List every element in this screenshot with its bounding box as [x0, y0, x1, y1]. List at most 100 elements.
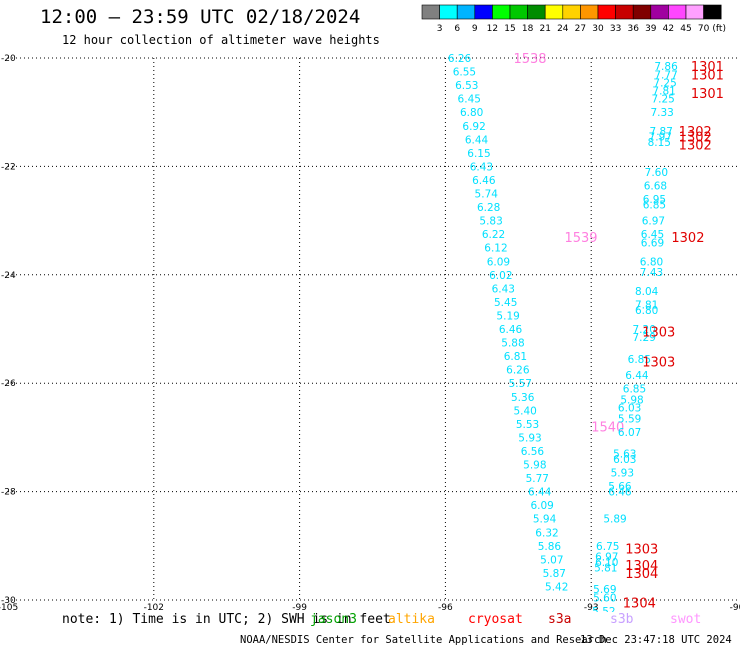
colorbar-tick-label: 12	[487, 24, 498, 34]
wave-height-point: 5.07	[540, 554, 563, 566]
colorbar-tick-label: 15	[504, 24, 515, 34]
wave-height-map: -105 -102 -99 -96 -93 -90 -20 -22 -24 -26 -28 -30 6.…	[0, 52, 740, 612]
wave-height-point: 5.53	[516, 419, 539, 431]
wave-height-point: 6.68	[644, 180, 667, 192]
wave-height-point: 5.63	[613, 449, 636, 461]
wave-height-point: 5.98	[620, 394, 643, 406]
colorbar-tick-label: 24	[557, 24, 569, 34]
wave-height-point: 7.33	[650, 107, 673, 119]
colorbar-tick-label: 3	[437, 24, 443, 34]
wave-height-point: 7.81	[635, 300, 658, 312]
pass-time-label: 1302	[679, 125, 712, 140]
wave-height-point: 7.20	[633, 324, 656, 336]
wave-height-point: 5.81	[594, 562, 617, 574]
colorbar-tick-label: 33	[610, 24, 621, 34]
pass-time-label: 1301	[691, 60, 724, 75]
pass-time-label: 1301	[691, 68, 724, 83]
pass-time-label: 1302	[679, 139, 712, 154]
wave-height-point: 7.86	[654, 61, 678, 73]
wave-height-point: 6.07	[618, 427, 641, 439]
wave-height-point: 5.93	[518, 432, 541, 444]
wave-height-point: 5.94	[533, 514, 557, 526]
wave-height-point: 8.04	[635, 286, 659, 298]
generation-timestamp: 13 Dec 23:47:18 UTC 2024	[580, 634, 732, 646]
wave-height-point: 5.42	[545, 581, 568, 593]
wave-height-point: 6.97	[642, 216, 665, 228]
x-tick-label: -93	[584, 603, 599, 612]
x-tick-label: -105	[0, 603, 18, 612]
wave-height-point: 5.69	[593, 584, 616, 596]
wave-height-point: 6.09	[487, 256, 510, 268]
colorbar-tick-label: 42	[663, 24, 674, 34]
wave-height-point: 6.92	[462, 121, 485, 133]
x-tick-label: -102	[144, 603, 164, 612]
y-tick-label: -24	[1, 271, 16, 281]
wave-height-point: 6.02	[489, 270, 512, 282]
wave-height-point: 6.12	[484, 243, 507, 255]
wave-height-point: 6.44	[465, 134, 489, 146]
pass-time-label: 1304	[625, 559, 658, 574]
wave-height-point: 6.46	[499, 324, 523, 336]
wave-height-point: 6.95	[643, 194, 666, 206]
wave-height-point: 5.86	[538, 541, 562, 553]
wave-height-point: 5.77	[526, 473, 549, 485]
colorbar-unit: (ft)	[712, 24, 726, 34]
wave-height-point: 6.85	[643, 199, 666, 211]
wave-height-point: 7.43	[640, 267, 663, 279]
color-scale-legend: 3 6 9 12 15 18 21 24 27 30 33 36 39 42 45 70 (ft)	[421, 4, 726, 34]
wave-height-point: 5.87	[543, 568, 566, 580]
wave-height-point: 5.74	[475, 189, 499, 201]
wave-height-point: 6.28	[477, 202, 500, 214]
wave-height-point: 6.32	[535, 527, 558, 539]
wave-height-point: 6.26	[506, 365, 530, 377]
wave-height-point: 6.43	[492, 283, 515, 295]
wave-height-point: 7.60	[645, 167, 668, 179]
x-tick-label: -99	[292, 603, 307, 612]
wave-height-point: 7.29	[633, 332, 656, 344]
wave-height-point: 6.10	[595, 557, 618, 569]
wave-height-point: 6.85	[628, 354, 651, 366]
mission-s3b: s3b	[610, 612, 634, 627]
colorbar-tick-label: 21	[539, 24, 550, 34]
wave-height-point: 6.69	[641, 237, 664, 249]
mission-altika: altika	[388, 612, 435, 627]
wave-height-point: 6.56	[521, 446, 545, 458]
pass-time-label: 1303	[642, 326, 675, 341]
x-tick-label: -96	[438, 603, 453, 612]
wave-height-point: 6.45	[641, 229, 664, 241]
y-tick-label: -22	[1, 162, 16, 172]
colorbar-tick-label: 39	[645, 24, 657, 34]
wave-height-point: 7.87	[650, 126, 673, 138]
wave-height-point: 6.44	[625, 370, 649, 382]
pass-time-label: 1302	[679, 131, 712, 146]
colorbar-swatch	[703, 4, 722, 20]
wave-height-point: 6.80	[635, 305, 658, 317]
wave-height-point: 7.25	[651, 94, 674, 106]
colorbar-tick-label: 18	[522, 24, 534, 34]
mission-cryosat: cryosat	[468, 612, 523, 627]
pass-time-label: 1303	[625, 543, 658, 558]
y-tick-label: -20	[1, 54, 16, 64]
pass-time-label: 1303	[642, 356, 675, 371]
wave-height-point: 5.52	[592, 606, 615, 612]
colorbar-tick-label: 27	[575, 24, 586, 34]
wave-height-point: 6.53	[455, 80, 478, 92]
pass-time-label: 1539	[564, 231, 597, 246]
wave-height-point: 6.81	[504, 351, 527, 363]
colorbar-tick-label: 45	[680, 24, 691, 34]
wave-height-point: 5.19	[496, 310, 519, 322]
pass-time-label: 1304	[625, 567, 658, 582]
colorbar-tick-label: 6	[454, 24, 460, 34]
wave-height-point: 6.03	[618, 403, 641, 415]
wave-height-point: 7.81	[652, 86, 675, 98]
y-tick-label: -26	[1, 379, 16, 389]
wave-height-point: 6.85	[623, 384, 646, 396]
wave-height-point: 6.97	[595, 552, 618, 564]
wave-height-point: 6.22	[482, 229, 505, 241]
wave-height-point: 6.55	[453, 67, 476, 79]
mission-s3a: s3a	[548, 612, 572, 627]
colorbar-tick-label: 70	[698, 24, 710, 34]
wave-height-point: 5.83	[479, 216, 502, 228]
wave-height-point: 5.93	[611, 468, 634, 480]
colorbar-tick-label: 36	[627, 24, 639, 34]
